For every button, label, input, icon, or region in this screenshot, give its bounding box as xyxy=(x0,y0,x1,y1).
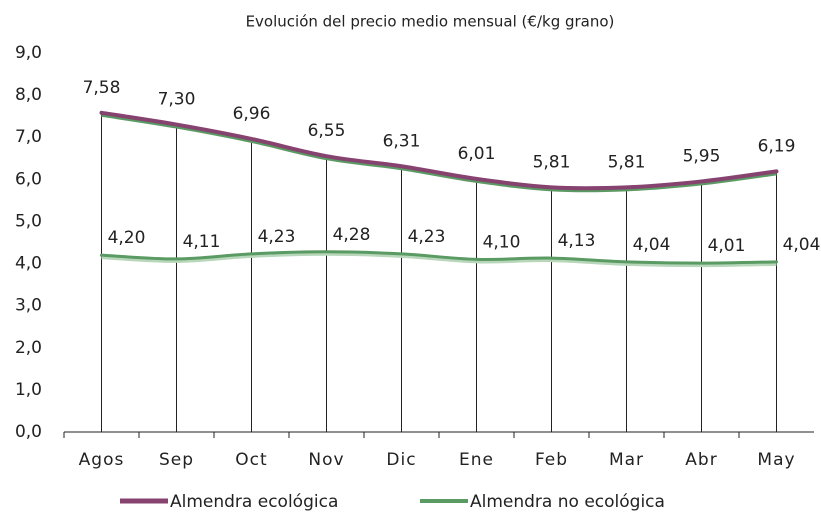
y-tick-label: 4,0 xyxy=(15,254,42,274)
data-label: 5,95 xyxy=(683,146,721,166)
series-line xyxy=(100,250,778,265)
legend-label: Almendra no ecológica xyxy=(470,492,665,512)
data-label: 6,01 xyxy=(458,144,496,164)
data-label: 4,23 xyxy=(258,227,296,247)
y-tick-label: 7,0 xyxy=(15,127,42,147)
data-label: 6,31 xyxy=(383,131,421,151)
x-tick-label: May xyxy=(757,450,795,470)
data-label: 6,19 xyxy=(758,136,796,156)
chart-title: Evolución del precio medio mensual (€/kg… xyxy=(246,13,615,31)
y-tick-label: 3,0 xyxy=(15,296,42,316)
data-label: 6,96 xyxy=(233,104,271,124)
data-label: 4,11 xyxy=(183,232,221,252)
data-label: 4,01 xyxy=(708,236,746,256)
series-shadow xyxy=(101,251,777,268)
x-tick-label: Ene xyxy=(459,450,494,470)
legend-label: Almendra ecológica xyxy=(170,492,338,512)
data-label: 5,81 xyxy=(533,152,571,172)
x-tick-label: Sep xyxy=(159,450,194,470)
y-tick-label: 5,0 xyxy=(15,211,42,231)
data-label: 4,04 xyxy=(633,235,671,255)
x-tick-label: Nov xyxy=(308,450,344,470)
data-label: 7,30 xyxy=(158,90,196,110)
data-label: 4,10 xyxy=(483,232,521,252)
data-label: 6,55 xyxy=(308,121,346,141)
x-tick-label: Mar xyxy=(609,450,644,470)
series-line xyxy=(99,110,779,191)
x-tick-label: Agos xyxy=(79,450,125,470)
y-tick-label: 0,0 xyxy=(15,422,42,442)
data-label: 4,04 xyxy=(783,235,821,255)
y-tick-label: 9,0 xyxy=(15,43,42,63)
x-tick-label: Abr xyxy=(685,450,717,470)
series-shadow xyxy=(101,112,777,193)
data-label: 5,81 xyxy=(608,152,646,172)
y-tick-label: 8,0 xyxy=(15,85,42,105)
x-tick-label: Dic xyxy=(386,450,416,470)
data-label: 4,28 xyxy=(333,225,371,245)
data-label: 4,20 xyxy=(108,228,146,248)
data-label: 4,23 xyxy=(408,227,446,247)
data-label: 7,58 xyxy=(83,78,121,98)
y-tick-label: 6,0 xyxy=(15,169,42,189)
x-tick-label: Oct xyxy=(235,450,267,470)
y-tick-label: 2,0 xyxy=(15,338,42,358)
x-tick-label: Feb xyxy=(535,450,568,470)
y-tick-label: 1,0 xyxy=(15,380,42,400)
data-label: 4,13 xyxy=(558,231,596,251)
